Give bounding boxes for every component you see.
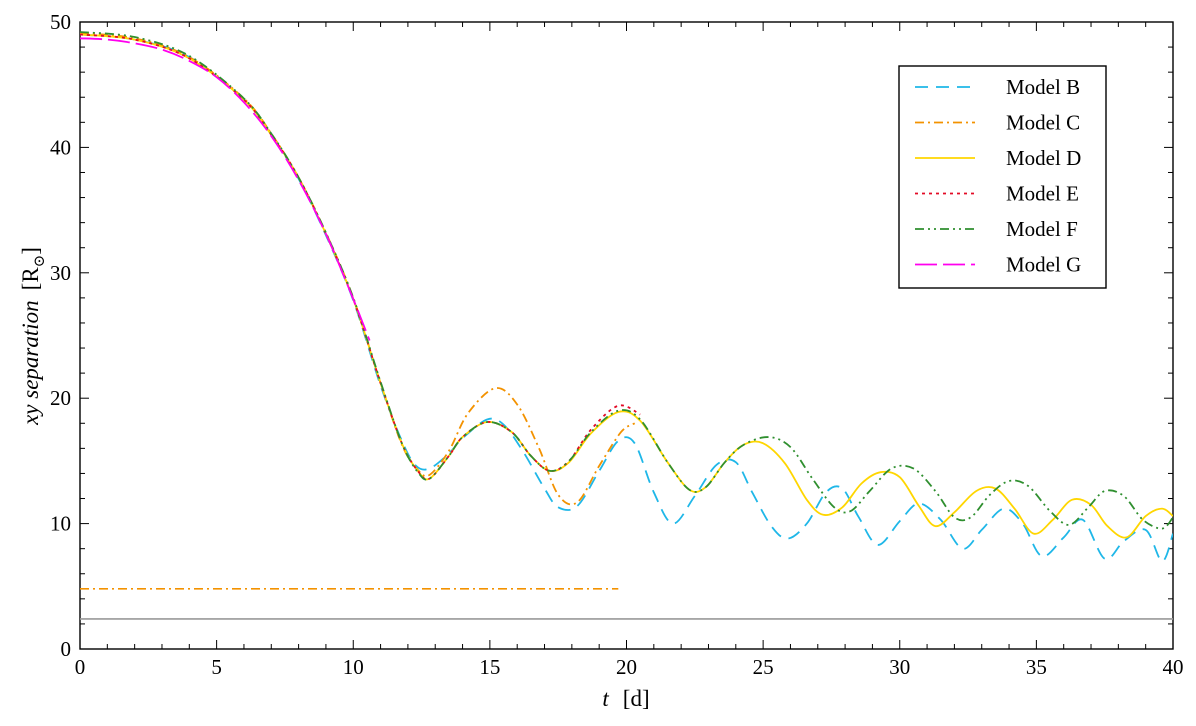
x-tick-label: 20 [616,655,637,679]
series-line-model-e [80,33,641,481]
y-tick-label: 10 [50,512,71,536]
y-tick-label: 50 [50,10,71,34]
series-line-model-g [80,37,371,341]
x-tick-label: 5 [211,655,222,679]
x-tick-label: 25 [753,655,774,679]
y-tick-label: 40 [50,135,71,159]
x-tick-label: 0 [75,655,86,679]
y-tick-label: 30 [50,261,71,285]
x-tick-label: 15 [479,655,500,679]
series-line-model-c [80,32,636,506]
series-line-model-f [80,31,1173,530]
x-tick-label: 10 [343,655,364,679]
tick-labels: 0 5 10 15 20 25 30 35 40 0 10 20 30 40 50 [50,10,1184,679]
legend-label-model-g: Model G [1006,253,1081,277]
y-tick-label: 0 [61,637,72,661]
legend-label-model-c: Model C [1006,111,1080,135]
legend: Model B Model C Model D Model E Model F Model… [898,65,1107,289]
legend-box [898,65,1107,289]
series-lines [80,31,1173,563]
legend-label-model-d: Model D [1006,146,1081,170]
x-tick-label: 40 [1163,655,1184,679]
legend-label-model-e: Model E [1006,182,1079,206]
series-line-model-b [80,33,1173,563]
x-axis-label: t [d] [602,686,649,711]
legend-label-model-f: Model F [1006,217,1078,241]
legend-label-model-b: Model B [1006,75,1080,99]
x-tick-label: 35 [1026,655,1047,679]
reference-lines [80,588,1173,620]
y-tick-label: 20 [50,386,71,410]
x-tick-label: 30 [889,655,910,679]
y-axis-label: xy separation[R⊙] [18,247,48,426]
